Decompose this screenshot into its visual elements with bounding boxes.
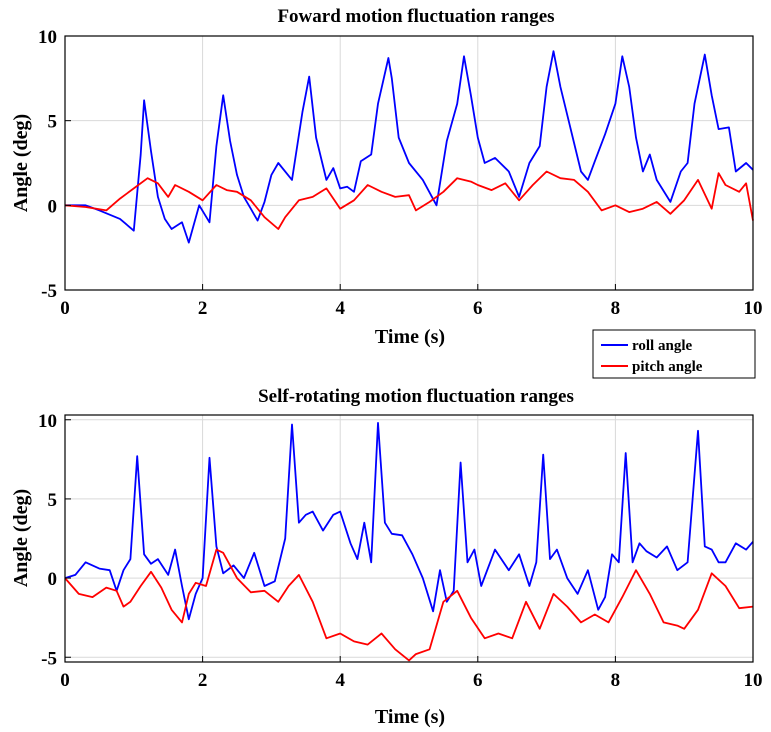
x-tick-label: 2 [198, 298, 208, 319]
chart-forward-motion: Foward motion fluctuation ranges 0 2 4 6 8 10… [10, 6, 763, 348]
x-tick-label: 8 [611, 670, 621, 691]
y-tick-label: -5 [41, 648, 57, 669]
grid [65, 36, 753, 290]
x-tick-label: 0 [60, 298, 70, 319]
x-axis-label: Time (s) [375, 326, 445, 348]
series-line-roll-angle [65, 50, 754, 244]
x-tick-label: 4 [335, 670, 345, 691]
y-tick-label: 0 [48, 569, 58, 590]
legend-label-pitch: pitch angle [632, 359, 703, 375]
y-tick-label: -5 [41, 281, 57, 302]
x-tick-label: 6 [473, 670, 483, 691]
chart-self-rotating-motion: Self-rotating motion fluctuation ranges … [10, 386, 763, 728]
legend-box [592, 329, 756, 379]
y-tick-label: 0 [48, 196, 58, 217]
x-tick-label: 8 [611, 298, 621, 319]
legend-label-roll: roll angle [632, 338, 692, 354]
x-axis-label: Time (s) [375, 706, 445, 728]
series-layer [64, 50, 754, 244]
x-tick-label: 0 [60, 670, 70, 691]
series-line-pitch-angle [64, 170, 754, 230]
y-tick-label: 10 [38, 411, 57, 432]
y-tick-label: 5 [48, 112, 58, 133]
x-tick-label: 4 [335, 298, 345, 319]
x-tick-label: 10 [744, 298, 763, 319]
plot-frame [64, 414, 754, 663]
grid [65, 415, 753, 662]
y-tick-label: 10 [38, 27, 57, 48]
legend: roll angle pitch angle [592, 329, 756, 379]
series-line-pitch-angle [64, 548, 754, 662]
series-line-roll-angle [64, 421, 754, 621]
series-layer [64, 421, 754, 662]
x-tick-label: 2 [198, 670, 208, 691]
x-tick-label: 10 [744, 670, 763, 691]
chart-title: Self-rotating motion fluctuation ranges [258, 386, 574, 407]
y-tick-label: 5 [48, 490, 58, 511]
y-axis-label: Angle (deg) [10, 114, 32, 212]
y-axis-label: Angle (deg) [10, 489, 32, 587]
x-tick-label: 6 [473, 298, 483, 319]
plot-frame [64, 35, 754, 291]
chart-title: Foward motion fluctuation ranges [277, 6, 554, 27]
